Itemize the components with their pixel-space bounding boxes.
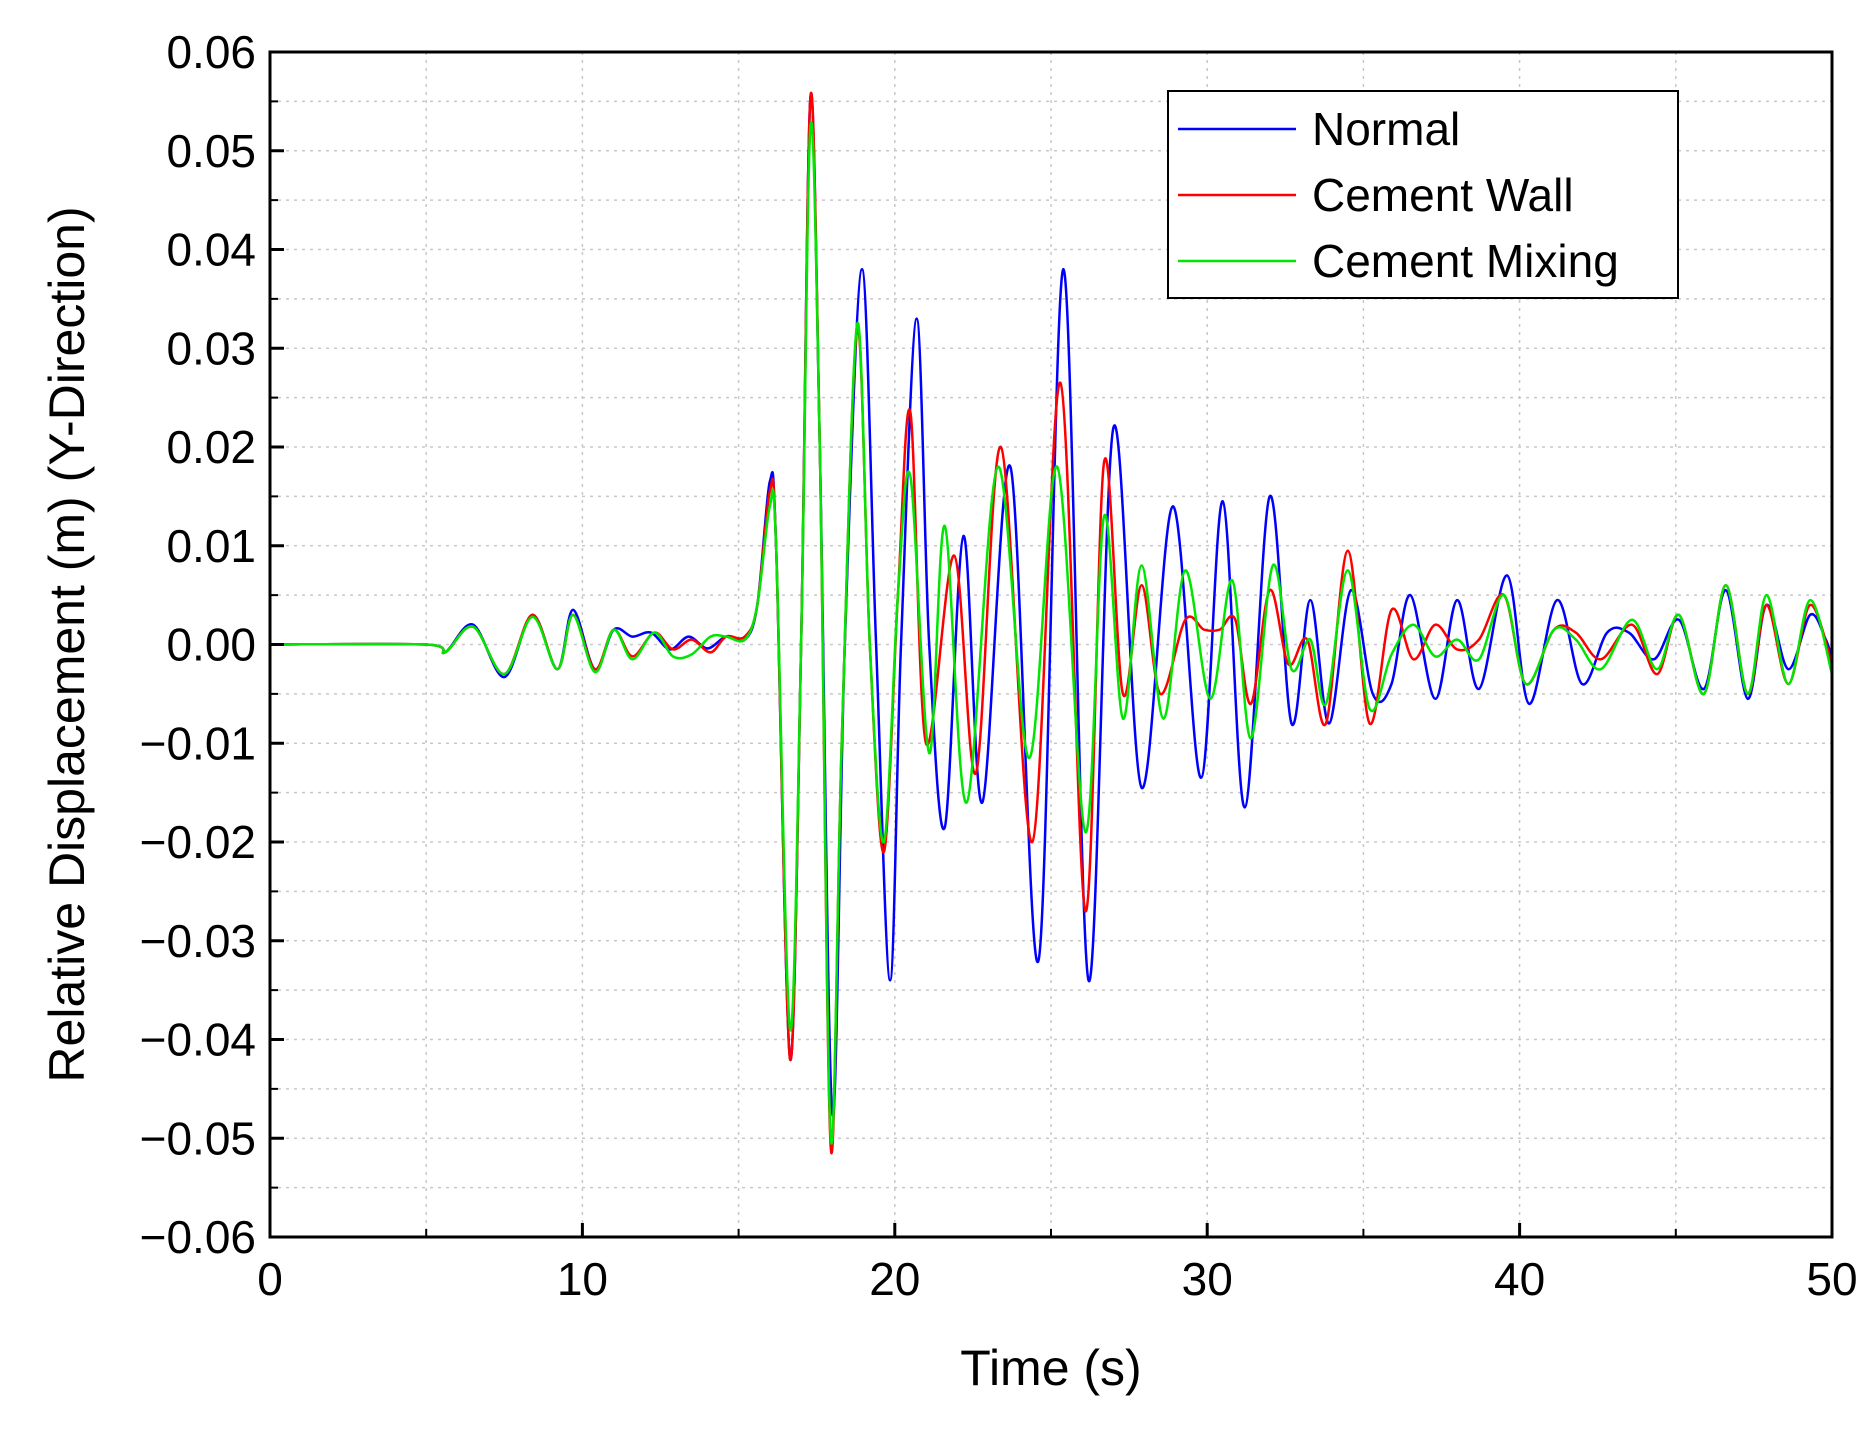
x-tick-label: 50	[1806, 1253, 1857, 1305]
y-tick-label: 0.03	[166, 322, 256, 374]
x-axis-title: Time (s)	[960, 1340, 1141, 1396]
x-tick-label: 30	[1182, 1253, 1233, 1305]
y-tick-label: −0.04	[140, 1014, 256, 1066]
y-tick-label: 0.04	[166, 224, 256, 276]
series-lines	[270, 92, 1832, 1155]
y-tick-label: 0.02	[166, 421, 256, 473]
y-tick-label: −0.06	[140, 1211, 256, 1263]
x-tick-label: 40	[1494, 1253, 1545, 1305]
x-tick-label: 0	[257, 1253, 283, 1305]
y-tick-label: 0.06	[166, 26, 256, 78]
legend-label-cement-mixing: Cement Mixing	[1312, 235, 1619, 287]
x-tick-label: 20	[869, 1253, 920, 1305]
y-tick-label: −0.03	[140, 915, 256, 967]
y-tick-label: −0.01	[140, 717, 256, 769]
y-tick-label: −0.02	[140, 816, 256, 868]
y-tick-label: 0.01	[166, 520, 256, 572]
axis-ticks: 0 10 20 30 40 50 −0.06 −0.05 −0.04 −0.03 −0.02 −0.0…	[140, 26, 1858, 1305]
series-line-cement-mixing	[270, 121, 1832, 1145]
legend-label-cement-wall: Cement Wall	[1312, 169, 1574, 221]
x-tick-label: 10	[557, 1253, 608, 1305]
y-tick-label: −0.05	[140, 1112, 256, 1164]
legend: Normal Cement Wall Cement Mixing	[1167, 90, 1679, 299]
y-tick-label: 0.05	[166, 125, 256, 177]
legend-label-normal: Normal	[1312, 103, 1460, 155]
y-tick-label: 0.00	[166, 619, 256, 671]
y-axis-title: Relative Displacement (m) (Y-Direction)	[39, 206, 95, 1082]
